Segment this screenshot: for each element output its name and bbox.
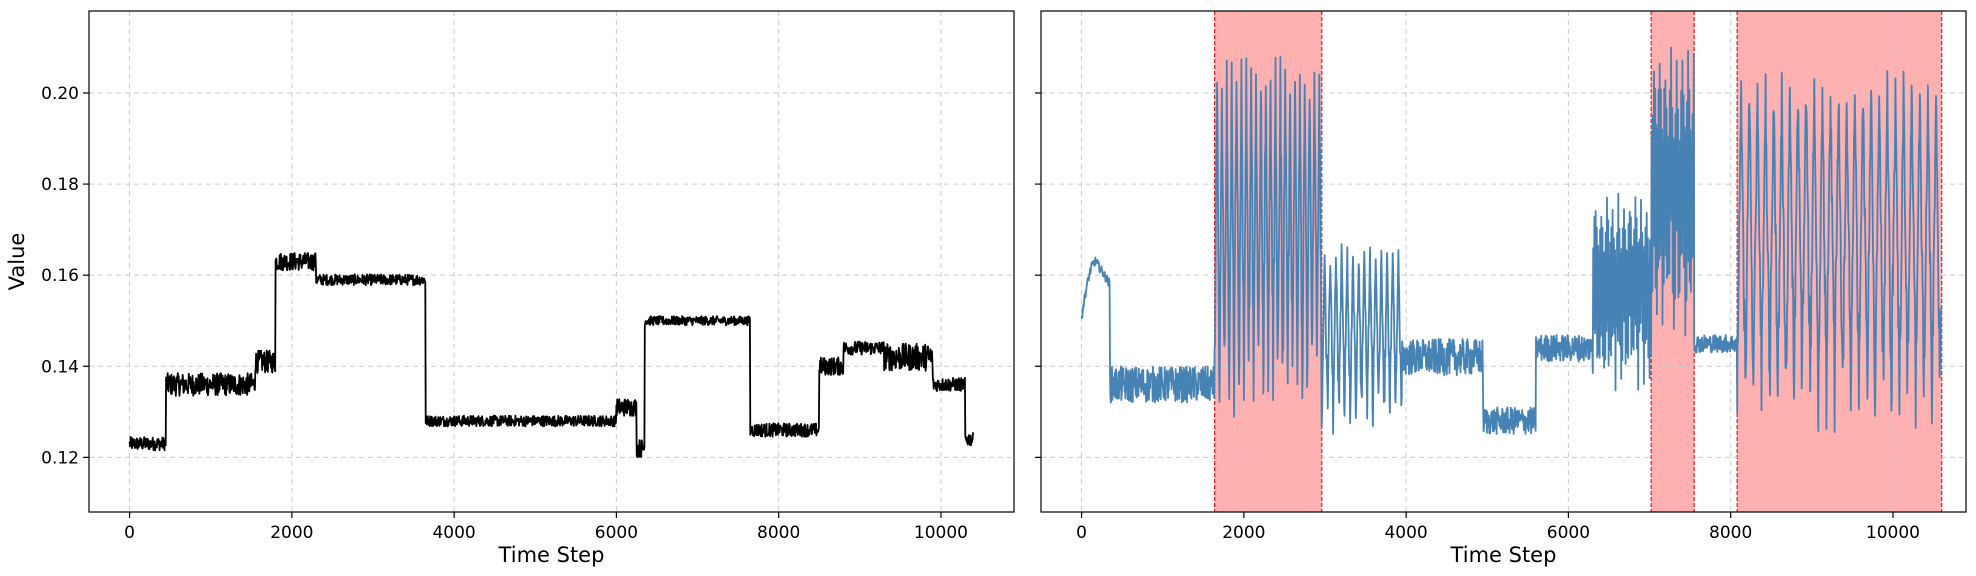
right-x-tick-label: 10000 [1866,523,1920,543]
right-x-tick-label: 4000 [1384,523,1427,543]
left-x-tick-label: 8000 [757,523,800,543]
left-chart-panel: 0 2000 4000 6000 8000 10000 0.12 0.14 0.16 0.18 0.… [5,10,1015,567]
right-series-line-0 [1080,46,1943,435]
right-chart-panel: 0 2000 4000 6000 8000 10000 Time Step [1035,10,1967,567]
right-x-axis-label: Time Step [1450,543,1557,567]
left-y-axis-label: Value [5,233,29,291]
right-x-tick-label: 0 [1076,523,1087,543]
left-series-line-0 [128,252,974,459]
left-y-tick-label: 0.16 [41,266,79,286]
left-x-tick-label: 2000 [270,523,313,543]
left-x-tick-label: 6000 [595,523,638,543]
right-x-tick-label: 8000 [1709,523,1752,543]
left-plot-frame [88,10,1015,513]
left-x-tick-label: 0 [124,523,135,543]
left-x-tick-label: 4000 [432,523,475,543]
left-y-tick-label: 0.18 [41,175,79,195]
left-x-axis-label: Time Step [498,543,605,567]
left-y-tick-label: 0.20 [41,84,79,104]
right-x-tick-label: 2000 [1222,523,1265,543]
left-x-tick-label: 10000 [914,523,968,543]
right-x-tick-label: 6000 [1547,523,1590,543]
left-y-tick-label: 0.14 [41,357,79,377]
right-plot-frame [1040,10,1967,513]
left-y-tick-label: 0.12 [41,448,79,468]
